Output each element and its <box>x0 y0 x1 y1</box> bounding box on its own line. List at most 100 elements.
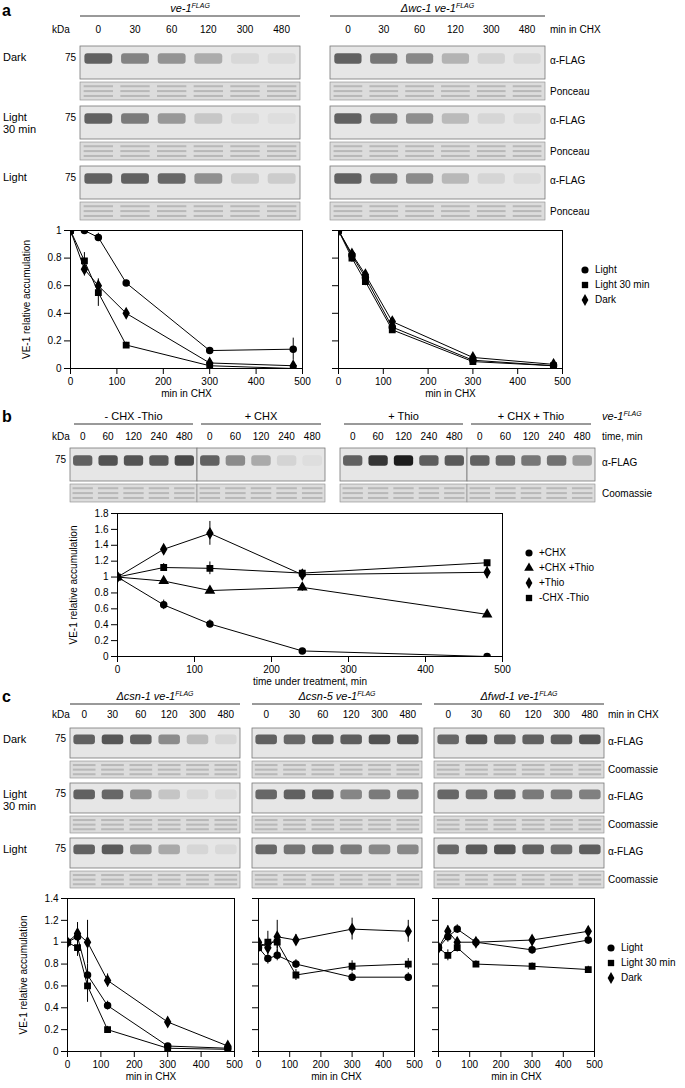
svg-text:1.2: 1.2 <box>45 915 59 926</box>
svg-text:Coomassie: Coomassie <box>608 819 658 830</box>
svg-text:400: 400 <box>509 376 526 387</box>
svg-text:a: a <box>2 2 11 19</box>
svg-text:0: 0 <box>81 709 87 720</box>
svg-text:240: 240 <box>151 431 168 442</box>
svg-text:75: 75 <box>65 52 77 63</box>
svg-text:min in CHX: min in CHX <box>425 388 476 399</box>
svg-text:0: 0 <box>350 431 356 442</box>
svg-text:200: 200 <box>263 664 280 675</box>
svg-text:75: 75 <box>65 112 77 123</box>
svg-text:75: 75 <box>65 172 77 183</box>
svg-text:min in CHX: min in CHX <box>491 1071 542 1082</box>
svg-text:α-FLAG: α-FLAG <box>550 115 585 126</box>
svg-text:480: 480 <box>273 24 290 35</box>
svg-text:- CHX -Thio: - CHX -Thio <box>104 410 162 422</box>
svg-text:0.4: 0.4 <box>95 619 109 630</box>
svg-text:0: 0 <box>256 1059 262 1070</box>
svg-text:time, min: time, min <box>602 431 643 442</box>
svg-text:400: 400 <box>417 664 434 675</box>
svg-text:0: 0 <box>56 363 62 374</box>
svg-text:500: 500 <box>586 1059 603 1070</box>
svg-text:Δcsn-1 ve-1FLAG: Δcsn-1 ve-1FLAG <box>115 690 194 702</box>
svg-text:200: 200 <box>155 376 172 387</box>
svg-text:60: 60 <box>317 709 329 720</box>
svg-text:0.8: 0.8 <box>48 252 62 263</box>
svg-text:Light: Light <box>3 788 27 800</box>
svg-text:480: 480 <box>446 431 463 442</box>
svg-text:60: 60 <box>373 431 385 442</box>
svg-text:VE-1 relative accumulation: VE-1 relative accumulation <box>21 240 32 359</box>
svg-text:0.6: 0.6 <box>45 980 59 991</box>
svg-text:480: 480 <box>581 709 598 720</box>
svg-text:ve-1FLAG: ve-1FLAG <box>170 2 210 14</box>
svg-text:120: 120 <box>161 709 178 720</box>
svg-text:30 min: 30 min <box>3 800 36 812</box>
svg-text:0: 0 <box>80 431 86 442</box>
svg-text:120: 120 <box>200 24 217 35</box>
svg-text:0.2: 0.2 <box>95 635 109 646</box>
svg-text:100: 100 <box>461 1059 478 1070</box>
svg-text:300: 300 <box>201 376 218 387</box>
svg-text:240: 240 <box>278 431 295 442</box>
svg-text:1: 1 <box>103 571 109 582</box>
svg-text:60: 60 <box>103 431 115 442</box>
svg-text:300: 300 <box>340 664 357 675</box>
svg-text:0: 0 <box>96 24 102 35</box>
svg-text:400: 400 <box>193 1059 210 1070</box>
svg-text:α-FLAG: α-FLAG <box>608 736 643 747</box>
svg-text:300: 300 <box>344 1059 361 1070</box>
svg-text:100: 100 <box>375 376 392 387</box>
svg-text:300: 300 <box>371 709 388 720</box>
svg-text:400: 400 <box>375 1059 392 1070</box>
svg-text:200: 200 <box>493 1059 510 1070</box>
svg-text:α-FLAG: α-FLAG <box>550 55 585 66</box>
svg-text:Light: Light <box>3 111 27 123</box>
svg-text:300: 300 <box>524 1059 541 1070</box>
svg-text:0: 0 <box>477 431 483 442</box>
svg-text:min in CHX: min in CHX <box>161 388 212 399</box>
svg-text:30: 30 <box>471 709 483 720</box>
svg-text:30: 30 <box>107 709 119 720</box>
svg-text:120: 120 <box>447 24 464 35</box>
svg-text:kDa: kDa <box>52 24 70 35</box>
svg-text:30: 30 <box>378 24 390 35</box>
svg-text:α-FLAG: α-FLAG <box>550 175 585 186</box>
svg-text:400: 400 <box>555 1059 572 1070</box>
svg-text:+ Thio: + Thio <box>388 410 419 422</box>
svg-text:30: 30 <box>289 709 301 720</box>
svg-text:100: 100 <box>109 376 126 387</box>
svg-text:1: 1 <box>56 225 62 236</box>
svg-text:Dark: Dark <box>3 51 27 63</box>
svg-text:75: 75 <box>55 454 67 465</box>
svg-text:120: 120 <box>523 431 540 442</box>
svg-text:300: 300 <box>483 24 500 35</box>
svg-text:30 min: 30 min <box>3 123 36 135</box>
svg-text:500: 500 <box>494 664 511 675</box>
svg-text:b: b <box>2 408 12 425</box>
svg-text:500: 500 <box>406 1059 423 1070</box>
svg-text:60: 60 <box>500 431 512 442</box>
svg-text:500: 500 <box>294 376 311 387</box>
svg-text:300: 300 <box>159 1059 176 1070</box>
svg-text:VE-1 relative accumulation: VE-1 relative accumulation <box>18 916 29 1035</box>
svg-text:1: 1 <box>53 936 59 947</box>
svg-text:α-FLAG: α-FLAG <box>608 791 643 802</box>
svg-text:min in CHX: min in CHX <box>608 709 659 720</box>
svg-text:α-FLAG: α-FLAG <box>602 457 637 468</box>
svg-text:400: 400 <box>248 376 265 387</box>
svg-text:480: 480 <box>176 431 193 442</box>
svg-text:min in CHX: min in CHX <box>550 24 601 35</box>
svg-text:120: 120 <box>395 431 412 442</box>
svg-text:Coomassie: Coomassie <box>608 764 658 775</box>
svg-text:480: 480 <box>399 709 416 720</box>
svg-text:60: 60 <box>230 431 242 442</box>
svg-text:480: 480 <box>304 431 321 442</box>
svg-text:120: 120 <box>253 431 270 442</box>
svg-text:0: 0 <box>336 376 342 387</box>
svg-text:60: 60 <box>166 24 178 35</box>
svg-text:1.4: 1.4 <box>95 539 109 550</box>
svg-text:0.8: 0.8 <box>45 958 59 969</box>
svg-text:60: 60 <box>135 709 147 720</box>
svg-text:200: 200 <box>420 376 437 387</box>
svg-text:Light: Light <box>3 843 27 855</box>
